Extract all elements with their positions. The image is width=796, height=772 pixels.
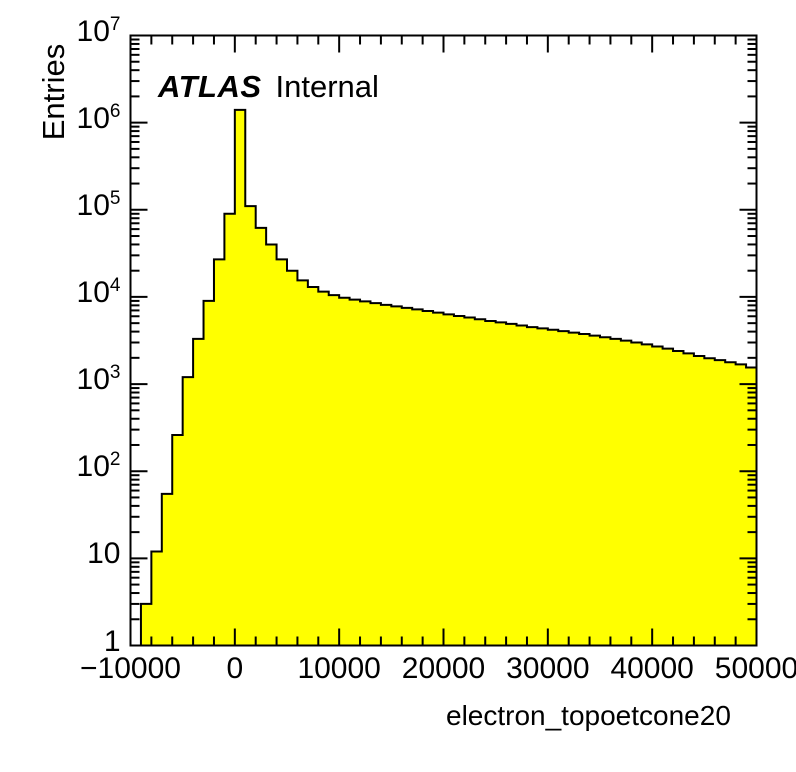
- axis-ticks: [129, 34, 758, 647]
- x-tick-label: 50000: [714, 651, 796, 685]
- y-tick-label: 105: [76, 187, 121, 222]
- plot-frame: [129, 34, 758, 647]
- y-tick-label: 10: [87, 537, 121, 571]
- y-tick-label: 1: [103, 624, 121, 658]
- x-tick-label: 0: [226, 651, 244, 685]
- y-tick-label: 107: [76, 13, 121, 48]
- atlas-internal-label: ATLAS Internal: [158, 69, 379, 105]
- x-tick-label: 30000: [506, 651, 590, 685]
- x-tick-label: 20000: [401, 651, 486, 685]
- histogram-outline: [130, 108, 758, 647]
- atlas-status-text: Internal: [275, 69, 379, 104]
- x-tick-label: 40000: [610, 651, 694, 685]
- y-tick-label: 104: [76, 274, 121, 309]
- y-axis-title: Entries: [36, 43, 71, 141]
- atlas-bold-text: ATLAS: [158, 69, 262, 104]
- x-tick-label: −10000: [80, 651, 181, 685]
- x-axis-title: electron_topoetcone20: [446, 700, 731, 731]
- y-tick-label: 106: [76, 100, 121, 135]
- x-tick-label: 10000: [297, 651, 381, 685]
- y-tick-label: 103: [76, 362, 121, 397]
- histogram-fill: [130, 109, 757, 646]
- y-tick-label: 102: [76, 449, 121, 484]
